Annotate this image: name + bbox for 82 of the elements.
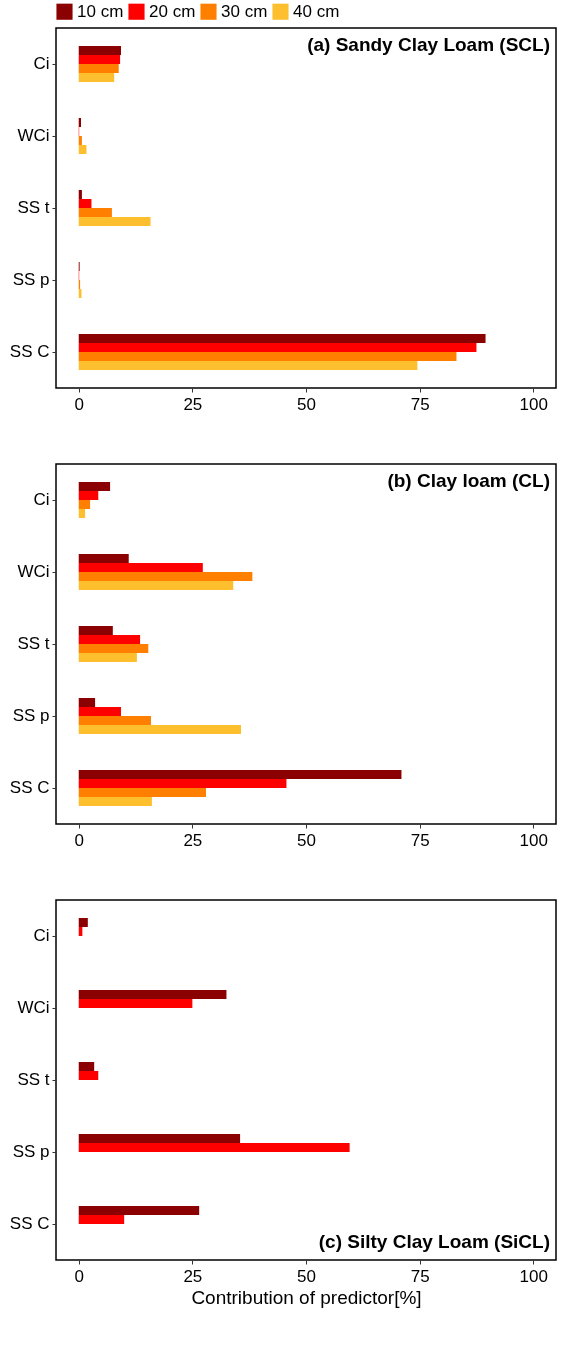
chart-title: (b) Clay loam (CL) — [387, 470, 550, 491]
legend-label: 20 cm — [149, 1, 196, 21]
x-tick-label: 0 — [74, 1266, 84, 1286]
legend-label: 30 cm — [221, 1, 268, 21]
bar — [78, 725, 241, 734]
bar — [78, 698, 96, 707]
bar — [78, 918, 88, 927]
y-tick-label: SS t — [17, 1070, 50, 1089]
bar — [78, 779, 287, 788]
y-tick-label: Ci — [33, 490, 50, 509]
y-tick-label: SS C — [9, 342, 50, 361]
bar — [78, 554, 129, 563]
bar — [78, 343, 477, 352]
bar — [78, 208, 112, 217]
bar — [78, 136, 82, 145]
bar — [78, 73, 115, 82]
bar — [78, 1134, 241, 1143]
y-tick-label: WCi — [17, 126, 50, 145]
x-tick-label: 50 — [297, 394, 316, 414]
y-tick-label: SS C — [9, 1214, 50, 1233]
bar — [78, 788, 206, 797]
bar — [78, 352, 457, 361]
bar — [78, 1206, 200, 1215]
bar — [78, 334, 486, 343]
x-tick-label: 0 — [74, 394, 84, 414]
y-tick-label: WCi — [17, 998, 50, 1017]
x-tick-label: 100 — [519, 1266, 548, 1286]
bar — [78, 635, 141, 644]
bar — [78, 644, 149, 653]
bar — [78, 118, 81, 127]
bar — [78, 1062, 95, 1071]
x-tick-label: 100 — [519, 830, 548, 850]
y-tick-label: SS p — [12, 270, 50, 289]
bar — [78, 770, 402, 779]
x-tick-label: 25 — [183, 1266, 203, 1286]
x-tick-label: 0 — [74, 830, 84, 850]
bar — [78, 509, 86, 518]
bar — [78, 361, 418, 370]
x-tick-label: 75 — [410, 1266, 430, 1286]
bar — [78, 572, 253, 581]
legend-label: 10 cm — [77, 1, 124, 21]
bar — [78, 500, 91, 509]
bar — [78, 1215, 125, 1224]
bar — [78, 716, 151, 725]
bar — [78, 653, 137, 662]
y-tick-label: WCi — [17, 562, 50, 581]
x-tick-label: 50 — [297, 1266, 316, 1286]
chart-title: (a) Sandy Clay Loam (SCL) — [307, 34, 550, 55]
bar — [78, 1143, 350, 1152]
bar — [78, 199, 92, 208]
y-tick-label: Ci — [33, 926, 50, 945]
x-tick-label: 100 — [519, 394, 548, 414]
bar — [78, 491, 99, 500]
x-tick-label: 50 — [297, 830, 316, 850]
bar — [78, 707, 121, 716]
x-tick-label: 25 — [183, 830, 203, 850]
bar — [78, 145, 87, 154]
y-tick-label: SS t — [17, 198, 50, 217]
legend-label: 40 cm — [293, 1, 340, 21]
y-tick-label: SS p — [12, 1142, 50, 1161]
bar — [78, 190, 82, 199]
bar — [78, 990, 227, 999]
y-tick-label: SS p — [12, 706, 50, 725]
y-tick-label: SS C — [9, 778, 50, 797]
bar — [78, 797, 152, 806]
bar — [78, 563, 203, 572]
x-tick-label: 25 — [183, 394, 203, 414]
x-tick-label: 75 — [410, 830, 430, 850]
bar — [78, 55, 121, 64]
y-tick-label: SS t — [17, 634, 50, 653]
bar — [78, 626, 113, 635]
x-axis-title: Contribution of predictor[%] — [191, 1286, 422, 1308]
bar — [78, 64, 119, 73]
x-tick-label: 75 — [410, 394, 430, 414]
bar — [78, 581, 234, 590]
bar — [78, 1071, 99, 1080]
bar — [78, 46, 121, 55]
bar — [78, 999, 193, 1008]
y-tick-label: Ci — [33, 54, 50, 73]
bar — [78, 217, 151, 226]
text: (c) Silty Clay Loam (SiCL) — [318, 1231, 550, 1252]
bar — [78, 482, 111, 491]
